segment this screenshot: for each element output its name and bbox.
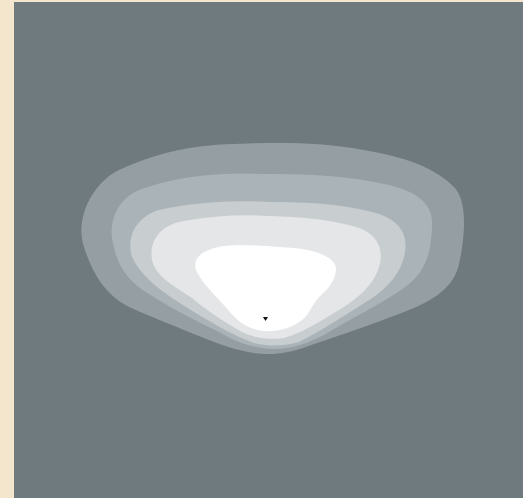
contour-plume-icon	[81, 142, 465, 354]
source-marker-icon	[263, 317, 268, 321]
contour-viewport	[14, 2, 523, 498]
contour-band-5	[195, 245, 336, 332]
